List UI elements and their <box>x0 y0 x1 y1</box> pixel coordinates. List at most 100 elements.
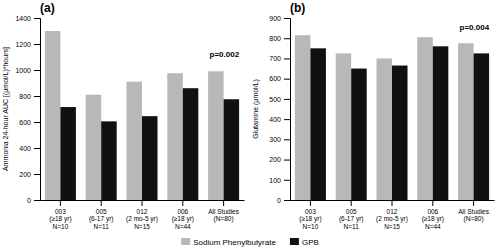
legend-label: Sodium Phenylbutyrate <box>193 238 276 247</box>
tick-label: 006(≥18 yr)N=44 <box>422 208 444 230</box>
tick-mark <box>310 200 311 206</box>
tick-label: 400 <box>269 116 281 123</box>
bar <box>183 88 199 200</box>
tick-label: 800 <box>269 35 281 42</box>
tick-label: 005(6-17 yr)N=11 <box>339 208 364 230</box>
tick-label: 700 <box>269 55 281 62</box>
tick-label: 200 <box>269 156 281 163</box>
y-tick: 800 <box>269 35 290 42</box>
x-tick: 003(≥18 yr)N=10 <box>299 200 321 230</box>
y-tick: 400 <box>19 145 40 152</box>
y-axis-title: Ammonia 24-hour AUC [(μmol/L)*hours] <box>2 47 10 171</box>
x-tick: 006(≥18 yr)N=44 <box>172 200 194 230</box>
legend-swatch <box>181 238 190 245</box>
tick-label: 1000 <box>15 67 31 74</box>
tick-label: 006(≥18 yr)N=44 <box>172 208 194 230</box>
legend-swatch <box>290 238 299 245</box>
title: (b) <box>290 1 305 15</box>
x-tick: 003(≥18 yr)N=10 <box>49 200 71 230</box>
tick-mark <box>34 44 40 45</box>
tick-mark <box>284 18 290 19</box>
y-axis: 0 100 200 300 400 500 600 700 800 900 <box>269 15 290 204</box>
bar <box>142 116 158 200</box>
tick-mark <box>34 122 40 123</box>
bar <box>417 37 433 200</box>
tick-mark <box>284 160 290 161</box>
legend: Sodium Phenylbutyrate GPB <box>181 238 319 247</box>
tick-label: 012(2 mo-5 yr)N=15 <box>126 208 158 230</box>
bar <box>376 58 392 200</box>
bar <box>86 95 102 200</box>
y-tick: 0 <box>27 197 40 204</box>
tick-label: 100 <box>269 177 281 184</box>
y-axis: 0200400600800100012001400 <box>15 15 40 204</box>
bar <box>101 121 117 200</box>
tick-mark <box>284 99 290 100</box>
tick-label: 300 <box>269 136 281 143</box>
tick-mark <box>284 200 290 201</box>
tick-label: 012(2 mo-5 yr)N=15 <box>376 208 408 230</box>
tick-label: 600 <box>269 75 281 82</box>
chart: 0200400600800100012001400003(≥18 yr)N=10… <box>0 0 500 250</box>
x-tick: 006(≥18 yr)N=44 <box>422 200 444 230</box>
tick-mark <box>284 139 290 140</box>
bar <box>208 71 224 200</box>
panel: 0200400600800100012001400003(≥18 yr)N=10… <box>2 1 245 230</box>
title: (a) <box>40 1 55 15</box>
x-tick: 012(2 mo-5 yr)N=15 <box>126 200 158 230</box>
bars <box>295 35 489 200</box>
tick-mark <box>223 200 224 206</box>
bar <box>458 43 474 200</box>
y-tick: 900 <box>269 15 290 22</box>
annotation: p=0.004 <box>460 23 490 32</box>
bar <box>167 73 183 200</box>
tick-label: 1400 <box>15 15 31 22</box>
y-tick: 700 <box>269 55 290 62</box>
legend-label: GPB <box>302 238 319 247</box>
panel: 0 100 200 300 400 500 600 700 800 900 003(≥18 yr)N… <box>252 1 495 230</box>
tick-mark <box>473 200 474 206</box>
y-tick: 500 <box>269 96 290 103</box>
tick-label: 0 <box>27 197 31 204</box>
x-axis: 003(≥18 yr)N=10 005(6-17 yr)N=11 012(2 mo-… <box>291 200 495 230</box>
bar <box>224 99 240 200</box>
y-tick: 300 <box>269 136 290 143</box>
bar <box>45 31 61 200</box>
tick-mark <box>34 70 40 71</box>
legend-item: Sodium Phenylbutyrate <box>181 238 276 247</box>
bar <box>336 53 352 200</box>
tick-label: 003(≥18 yr)N=10 <box>49 208 71 230</box>
bar <box>126 82 142 200</box>
x-tick: 012(2 mo-5 yr)N=15 <box>376 200 408 230</box>
bar <box>392 66 408 200</box>
y-tick: 600 <box>269 75 290 82</box>
tick-mark <box>182 200 183 206</box>
tick-label: 003(≥18 yr)N=10 <box>299 208 321 230</box>
annotation: p=0.002 <box>210 50 240 59</box>
bars <box>45 31 239 200</box>
tick-label: 500 <box>269 96 281 103</box>
axis-domain <box>34 19 41 201</box>
tick-mark <box>284 79 290 80</box>
tick-mark <box>284 38 290 39</box>
tick-label: 200 <box>19 171 31 178</box>
axis-domain <box>284 19 291 201</box>
y-tick: 400 <box>269 116 290 123</box>
bar <box>295 35 311 200</box>
x-tick: 005(6-17 yr)N=11 <box>339 200 364 230</box>
tick-mark <box>284 180 290 181</box>
bar <box>474 53 490 200</box>
tick-label: 900 <box>269 15 281 22</box>
bar <box>60 107 76 200</box>
bar <box>351 69 367 200</box>
y-tick: 200 <box>269 156 290 163</box>
tick-mark <box>60 200 61 206</box>
tick-mark <box>34 18 40 19</box>
y-tick: 1200 <box>15 41 40 48</box>
tick-label: 0 <box>277 197 281 204</box>
tick-mark <box>351 200 352 206</box>
y-tick: 200 <box>19 171 40 178</box>
y-tick: 1400 <box>15 15 40 22</box>
tick-mark <box>432 200 433 206</box>
tick-mark <box>34 148 40 149</box>
